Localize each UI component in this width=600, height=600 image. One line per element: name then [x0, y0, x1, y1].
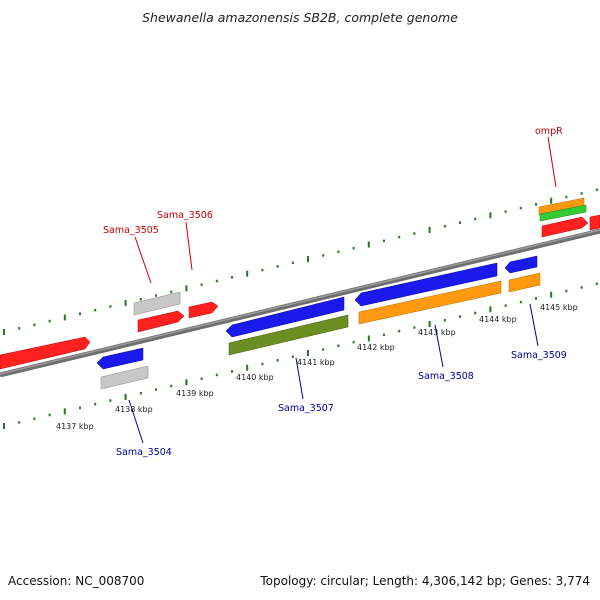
kbp-label: 4140 kbp	[236, 373, 274, 382]
gene-feature-red[interactable]	[541, 216, 589, 238]
kbp-label: 4142 kbp	[357, 343, 395, 352]
gene-feature-gray[interactable]	[133, 291, 181, 316]
kbp-label: 4144 kbp	[479, 315, 517, 324]
gene-feature-blue[interactable]	[504, 255, 538, 274]
gene-feature-green[interactable]	[539, 204, 587, 222]
gene-labels: Sama_3504 Sama_3505 Sama_3506 Sama_3507 …	[103, 126, 567, 458]
gene-feature-blue[interactable]	[225, 296, 345, 338]
gene-feature-orange[interactable]	[358, 280, 502, 325]
gene-feature-red[interactable]	[188, 301, 219, 319]
gene-feature-red[interactable]	[589, 214, 600, 231]
gene-feature-gray[interactable]	[100, 365, 149, 390]
accession-text: Accession: NC_008700	[8, 574, 144, 588]
gene-label-leaders	[128, 136, 557, 444]
kbp-label: 4139 kbp	[176, 389, 214, 398]
gene-label-sama-3506[interactable]: Sama_3506	[157, 210, 213, 221]
gene-label-sama-3508[interactable]: Sama_3508	[418, 371, 474, 382]
gene-label-sama-3505[interactable]: Sama_3505	[103, 225, 159, 236]
gene-feature-blue[interactable]	[96, 347, 144, 370]
gene-label-sama-3507[interactable]: Sama_3507	[278, 403, 334, 414]
kbp-label: 4145 kbp	[540, 303, 578, 312]
kbp-label: 4137 kbp	[56, 422, 94, 431]
gene-label-sama-3504[interactable]: Sama_3504	[116, 447, 172, 458]
lower-tick-track	[3, 282, 598, 429]
genome-summary-text: Topology: circular; Length: 4,306,142 bp…	[259, 574, 590, 588]
kbp-label: 4138 kbp	[115, 405, 153, 414]
gene-feature-red[interactable]	[0, 336, 91, 370]
gene-label-sama-3509[interactable]: Sama_3509	[511, 350, 567, 361]
gene-features	[0, 197, 600, 390]
gene-label-ompr[interactable]: ompR	[535, 126, 563, 137]
gene-feature-blue[interactable]	[354, 262, 498, 307]
genome-backbone	[0, 228, 600, 378]
gene-feature-olive[interactable]	[228, 314, 349, 356]
map-title: Shewanella amazonensis SB2B, complete ge…	[142, 10, 458, 25]
upper-tick-track	[3, 188, 598, 335]
kbp-label: 4141 kbp	[297, 358, 335, 367]
gene-feature-orange[interactable]	[508, 272, 541, 293]
gene-feature-red[interactable]	[137, 310, 185, 333]
